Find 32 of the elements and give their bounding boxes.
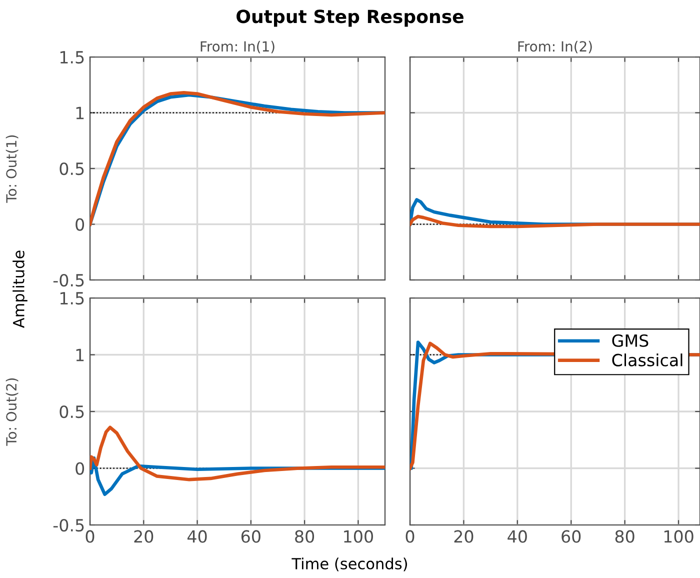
x-tick-label: 20 bbox=[134, 530, 154, 543]
y-tick-label: 0 bbox=[76, 218, 84, 231]
y-tick-label: 1 bbox=[76, 106, 84, 120]
y-tick-label: 1 bbox=[76, 348, 84, 362]
legend-label: Classical bbox=[612, 353, 682, 366]
y-axis-title: To: Out(2) bbox=[6, 378, 18, 446]
x-tick-label: 60 bbox=[562, 530, 581, 543]
x-tick-label: 100 bbox=[344, 530, 373, 543]
legend-label: GMS bbox=[612, 334, 648, 347]
chart-title: Output Step Response bbox=[236, 10, 464, 27]
y-tick-label: 0.5 bbox=[60, 405, 84, 418]
x-tick-label: 100 bbox=[664, 530, 694, 543]
x-tick-label: 0 bbox=[86, 530, 94, 543]
y-tick-label: 0 bbox=[76, 462, 84, 475]
chart-subtitle: From: In(1) bbox=[200, 40, 274, 54]
x-tick-label: 80 bbox=[295, 530, 314, 543]
chart-subtitle: From: In(2) bbox=[518, 40, 592, 54]
y-axis-title: To: Out(1) bbox=[6, 135, 18, 203]
y-tick-label: -0.5 bbox=[53, 274, 84, 287]
line-series bbox=[90, 426, 385, 482]
y-tick-label: 1.5 bbox=[60, 51, 84, 64]
x-tick-label: 0 bbox=[406, 530, 414, 543]
y-tick-label: 1.5 bbox=[60, 292, 84, 305]
y-tick-label: -0.5 bbox=[53, 518, 84, 532]
x-tick-label: 60 bbox=[241, 530, 260, 543]
x-tick-label: 20 bbox=[454, 530, 474, 543]
x-tick-label: 40 bbox=[187, 530, 207, 543]
x-tick-label: 40 bbox=[508, 530, 527, 543]
text: Amplitude bbox=[12, 250, 28, 328]
y-tick-label: 0.5 bbox=[60, 162, 84, 176]
x-tick-label: 80 bbox=[615, 530, 634, 543]
x-axis-title: Time (seconds) bbox=[292, 558, 407, 572]
